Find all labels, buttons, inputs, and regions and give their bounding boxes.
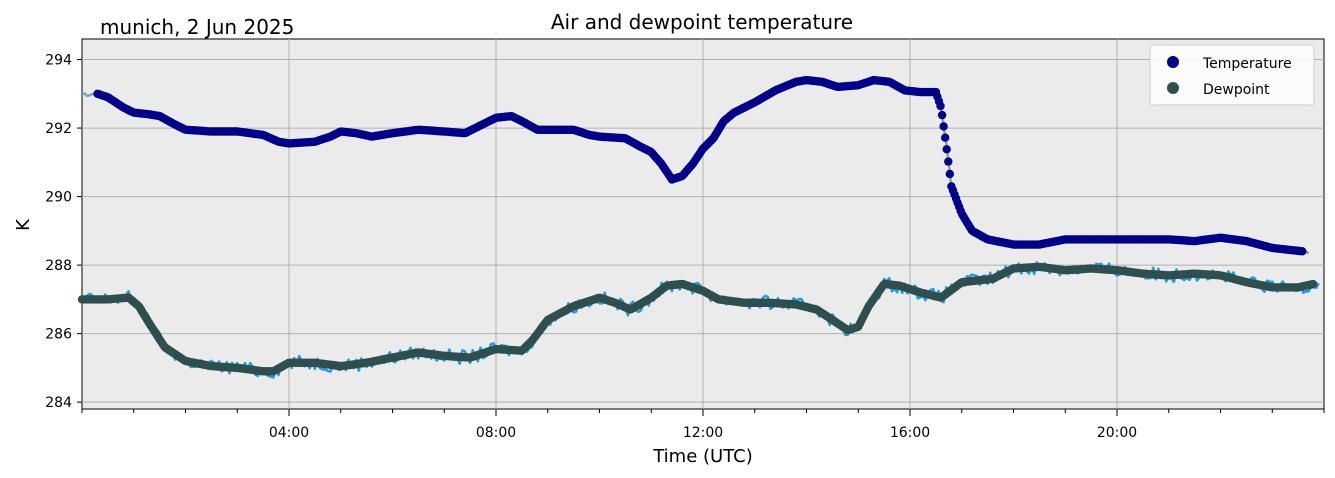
data-point — [937, 110, 947, 120]
series-temperature — [93, 75, 1307, 256]
data-point — [1298, 247, 1307, 256]
series-dewpoint — [77, 262, 1318, 376]
data-point — [944, 157, 953, 166]
y-tick-label: 294 — [45, 53, 72, 69]
data-point — [945, 169, 954, 179]
series-layer — [77, 75, 1318, 376]
y-tick-label: 288 — [45, 258, 72, 274]
data-point — [936, 101, 945, 111]
data-point — [942, 145, 951, 154]
grid-lines — [82, 39, 1324, 409]
x-tick-label: 04:00 — [269, 425, 309, 441]
y-tick-label: 284 — [45, 395, 72, 411]
data-point — [1308, 279, 1318, 289]
y-axis-label: K — [13, 218, 34, 231]
legend-marker-temperature — [1167, 56, 1179, 68]
legend-marker-dewpoint — [1167, 82, 1179, 94]
x-tick-label: 12:00 — [683, 425, 723, 441]
chart-title: Air and dewpoint temperature — [551, 10, 853, 34]
y-tick-label: 286 — [45, 327, 72, 343]
data-point — [939, 122, 948, 131]
legend-label-dewpoint: Dewpoint — [1203, 82, 1270, 98]
x-tick-label: 20:00 — [1097, 425, 1137, 441]
y-tick-label: 290 — [45, 190, 72, 206]
y-tick-label: 292 — [45, 121, 72, 137]
x-tick-label: 16:00 — [890, 425, 930, 441]
x-axis-label: Time (UTC) — [652, 446, 753, 467]
legend-box — [1149, 44, 1315, 106]
legend-label-temperature: Temperature — [1202, 56, 1292, 72]
chart-subtitle: munich, 2 Jun 2025 — [100, 15, 294, 39]
axis-layer: 04:00 08:00 12:00 16:00 20:00 284 286 288 290 292… — [45, 53, 1325, 441]
data-point — [941, 133, 950, 142]
x-tick-label: 08:00 — [476, 425, 516, 441]
legend: Temperature Dewpoint — [1149, 44, 1315, 106]
